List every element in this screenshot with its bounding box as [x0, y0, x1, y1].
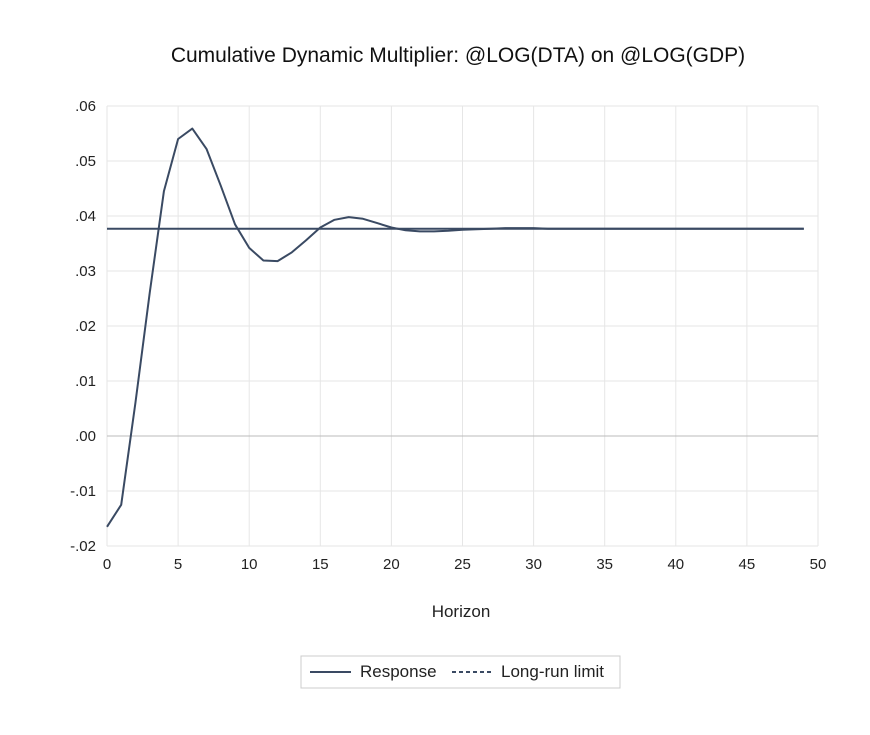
- x-axis-ticks: 0 5 10 15 20 25 30 35 40 45 50: [103, 556, 827, 573]
- x-tick-label: 30: [525, 556, 542, 573]
- x-tick-label: 10: [241, 556, 258, 573]
- x-tick-label: 45: [739, 556, 756, 573]
- x-tick-label: 35: [596, 556, 613, 573]
- series-lines: [106, 127, 804, 528]
- x-axis-label: Horizon: [432, 602, 491, 621]
- x-tick-label: 50: [810, 556, 827, 573]
- y-tick-label: .04: [75, 208, 96, 225]
- y-tick-label: .03: [75, 263, 96, 280]
- y-tick-label: .02: [75, 318, 96, 335]
- x-tick-label: 0: [103, 556, 111, 573]
- series-line-response: [106, 127, 804, 528]
- legend-label-response: Response: [360, 662, 437, 681]
- legend: Response Long-run limit: [300, 655, 621, 689]
- x-tick-label: 25: [454, 556, 471, 573]
- y-tick-label: -.02: [70, 538, 96, 555]
- y-tick-label: .05: [75, 153, 96, 170]
- x-tick-label: 20: [383, 556, 400, 573]
- y-tick-label: -.01: [70, 483, 96, 500]
- legend-label-long-run-limit: Long-run limit: [501, 662, 604, 681]
- y-axis-ticks: -.02 -.01 .00 .01 .02 .03 .04 .05 .06: [70, 98, 96, 555]
- y-tick-label: .06: [75, 98, 96, 115]
- chart-title: Cumulative Dynamic Multiplier: @LOG(DTA)…: [171, 44, 745, 67]
- grid: [106, 105, 819, 547]
- x-tick-label: 15: [312, 556, 329, 573]
- y-tick-label: .00: [75, 428, 96, 445]
- y-tick-label: .01: [75, 373, 96, 390]
- x-tick-label: 5: [174, 556, 182, 573]
- x-tick-label: 40: [667, 556, 684, 573]
